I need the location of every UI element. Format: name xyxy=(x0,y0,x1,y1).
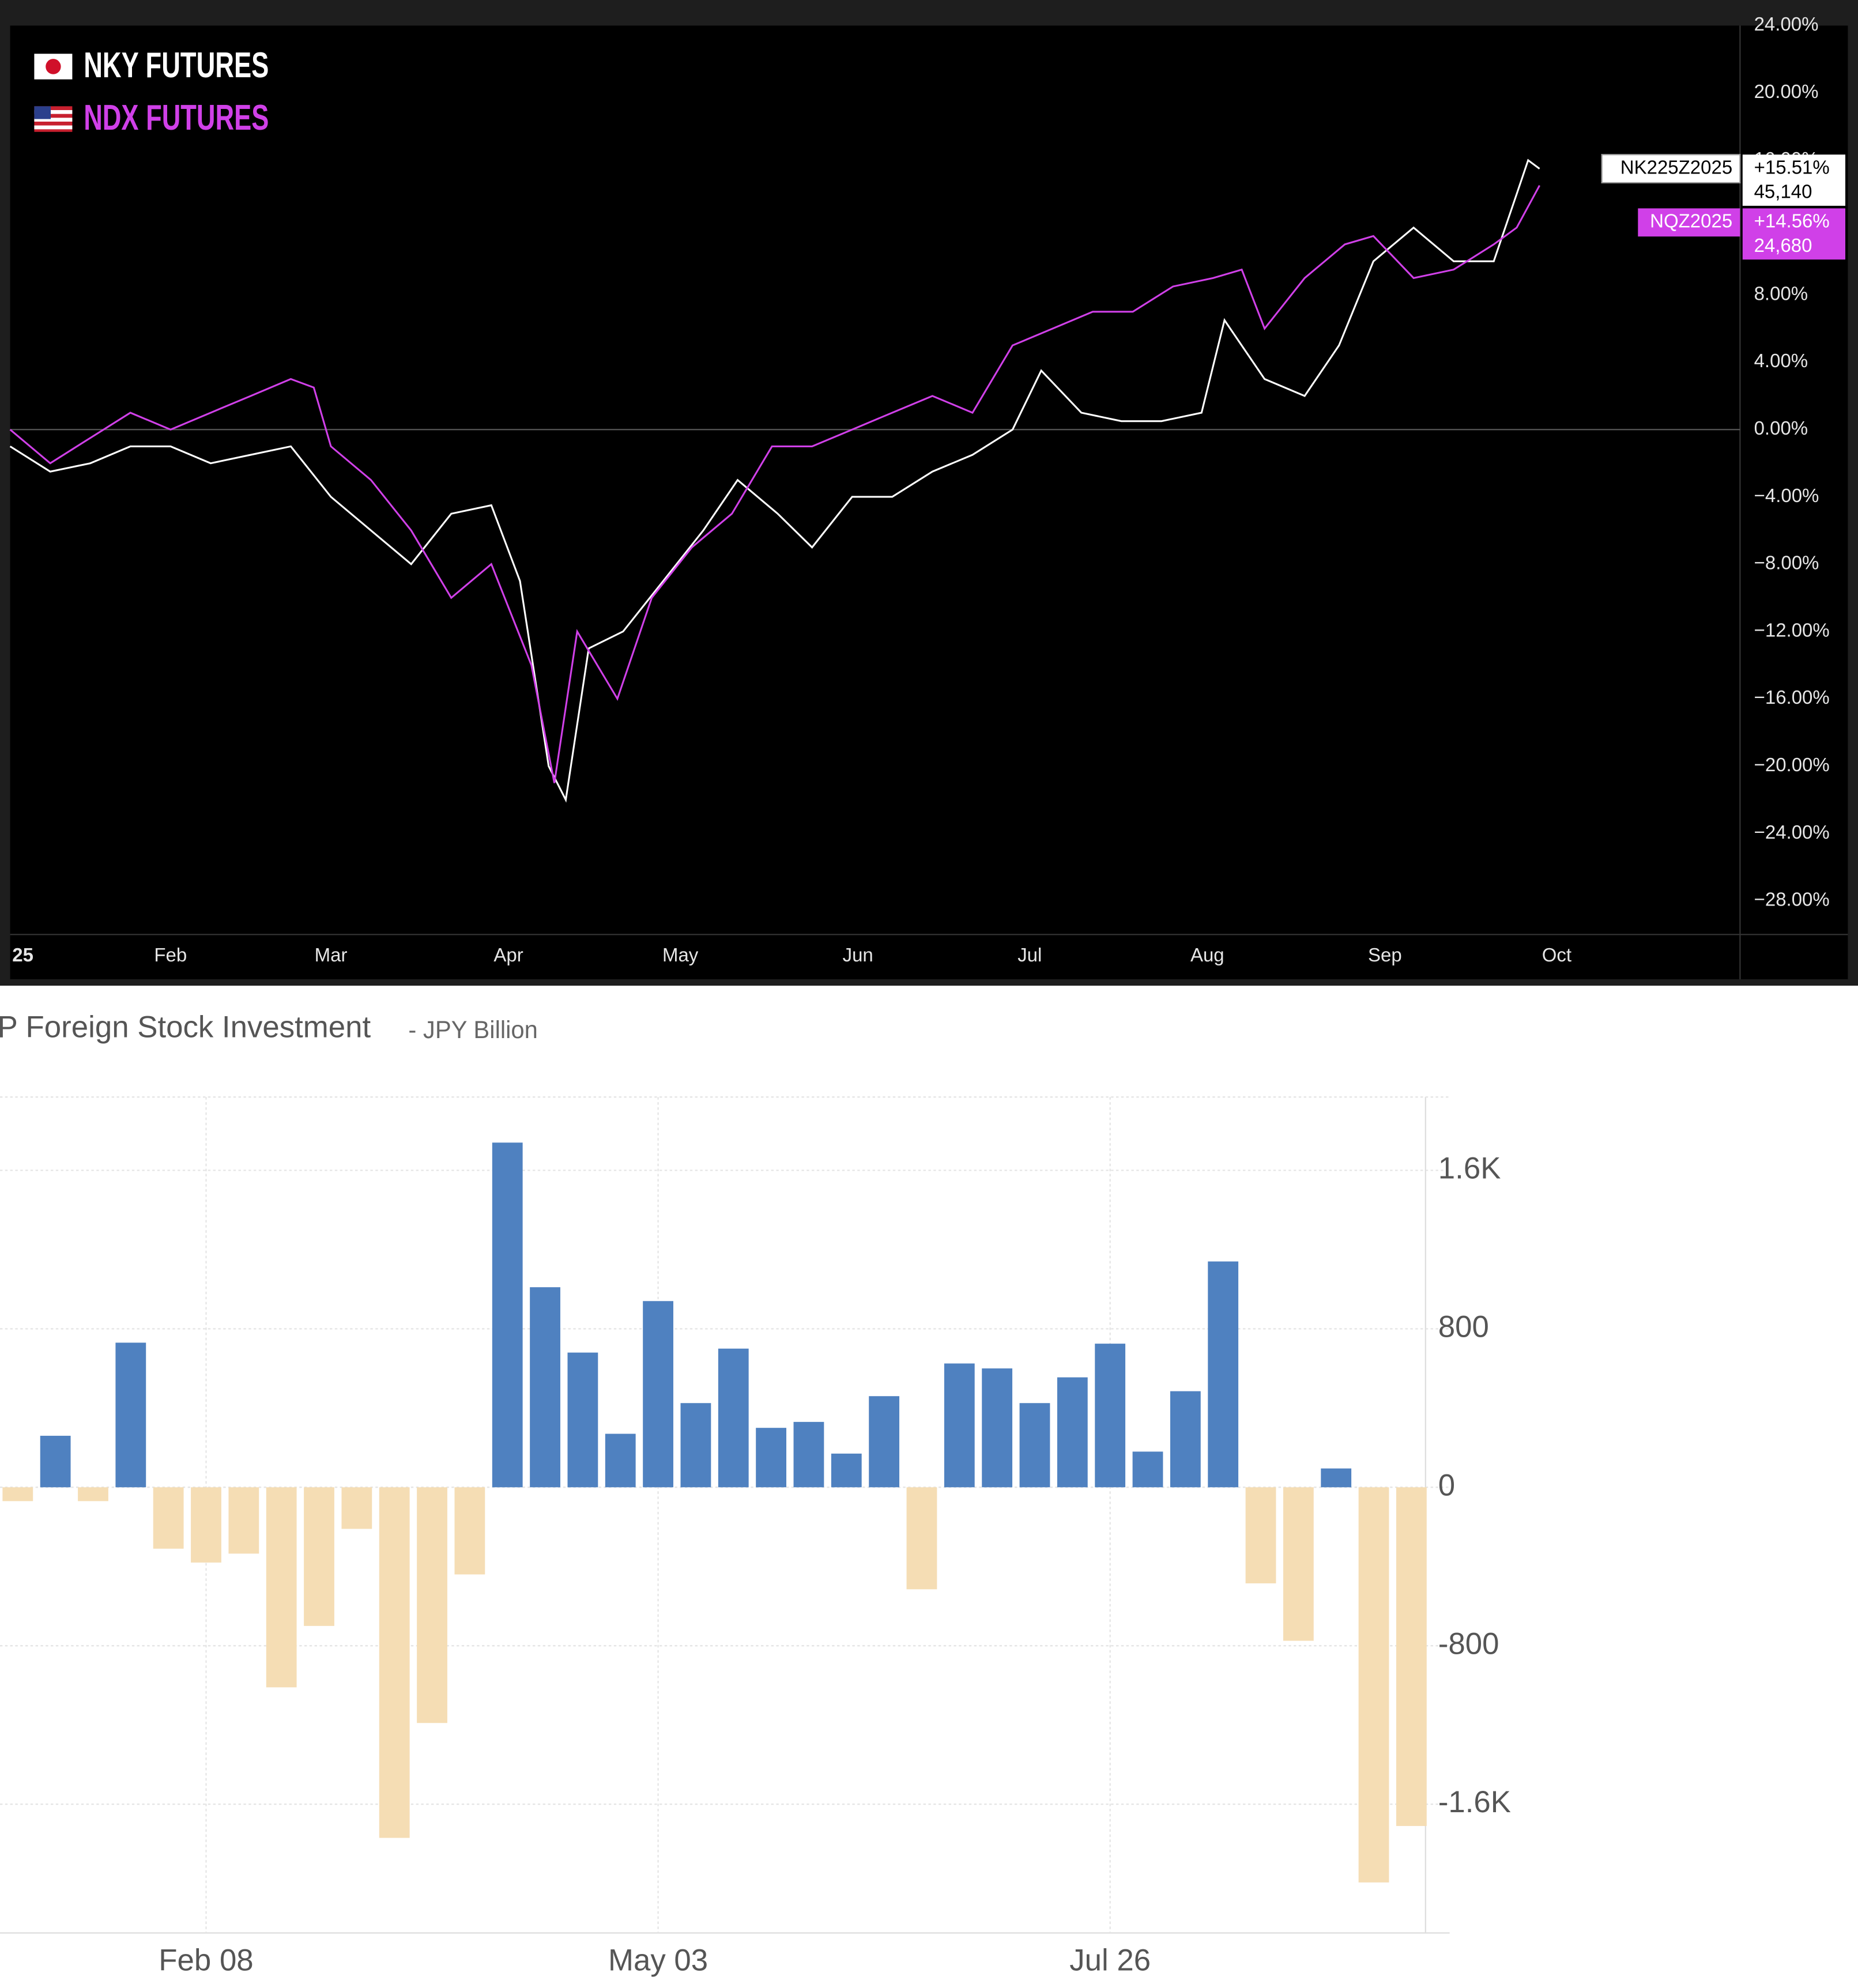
y-tick-label: −24.00% xyxy=(1754,822,1830,843)
price-badge xyxy=(1638,208,1740,237)
bar xyxy=(115,1342,146,1488)
x-tick-label: Apr xyxy=(493,945,523,966)
x-tick-label: Feb 08 xyxy=(159,1943,253,1977)
bar xyxy=(492,1142,523,1488)
y-tick-label: −16.00% xyxy=(1754,687,1830,708)
line-series xyxy=(9,159,1540,803)
y-tick-label: 24.00% xyxy=(1754,14,1819,35)
badge-price: 45,140 xyxy=(1754,181,1812,202)
bar xyxy=(793,1421,824,1488)
price-badge xyxy=(1742,208,1845,260)
chart-panel xyxy=(10,25,1848,979)
x-tick-label: May xyxy=(662,945,699,966)
bar xyxy=(454,1487,485,1575)
x-tick-label: Jul xyxy=(1017,945,1042,966)
y-tick-label: −28.00% xyxy=(1754,889,1830,910)
bar xyxy=(379,1487,410,1838)
x-tick-label: 25 xyxy=(12,945,33,966)
line-series xyxy=(9,185,1540,783)
price-badge xyxy=(1601,154,1741,184)
x-tick-label: Mar xyxy=(315,945,348,966)
legend-entry: NKY FUTURES xyxy=(84,46,269,85)
bar xyxy=(1170,1391,1201,1488)
bar xyxy=(1095,1344,1126,1488)
bar xyxy=(718,1348,749,1488)
chart-subtitle: - JPY Billion xyxy=(408,1016,538,1043)
flag-us xyxy=(34,106,73,132)
bar xyxy=(1132,1451,1163,1488)
bar xyxy=(40,1435,71,1488)
y-tick-label: −20.00% xyxy=(1754,755,1830,776)
flag-jp xyxy=(34,54,73,80)
x-tick-label: Jun xyxy=(843,945,873,966)
y-tick-label: 20.00% xyxy=(1754,81,1819,103)
bar xyxy=(756,1428,786,1488)
y-tick-label: -1.6K xyxy=(1438,1785,1511,1819)
bar xyxy=(906,1487,937,1590)
bar xyxy=(869,1396,900,1488)
bar xyxy=(191,1487,221,1563)
bar xyxy=(1057,1377,1088,1488)
bar xyxy=(417,1487,447,1723)
y-tick-label: −8.00% xyxy=(1754,552,1819,574)
x-tick-label: May 03 xyxy=(608,1943,708,1977)
bar xyxy=(1208,1261,1239,1488)
bar xyxy=(605,1434,636,1488)
bar xyxy=(530,1287,560,1488)
y-tick-label: −12.00% xyxy=(1754,620,1830,641)
bar xyxy=(1245,1487,1276,1583)
price-badge xyxy=(1742,154,1845,206)
y-tick-label: 4.00% xyxy=(1754,350,1808,372)
x-tick-label: Aug xyxy=(1190,945,1224,966)
badge-change: +15.51% xyxy=(1754,157,1830,178)
x-tick-label: Feb xyxy=(154,945,187,966)
y-tick-label: 1.6K xyxy=(1438,1151,1501,1185)
bar xyxy=(1396,1487,1427,1826)
badge-ticker: NK225Z2025 xyxy=(1620,157,1732,178)
badge-ticker: NQZ2025 xyxy=(1650,211,1732,232)
y-tick-label: −4.00% xyxy=(1754,485,1819,507)
bar xyxy=(643,1301,673,1488)
legend-entry: NDX FUTURES xyxy=(84,98,269,138)
x-tick-label: Oct xyxy=(1542,945,1571,966)
bar xyxy=(153,1487,184,1549)
bar xyxy=(341,1487,372,1529)
bar xyxy=(266,1487,297,1688)
bar xyxy=(78,1487,108,1502)
bar xyxy=(831,1453,862,1488)
bar xyxy=(680,1403,711,1488)
bar xyxy=(1019,1403,1050,1488)
bar xyxy=(567,1352,598,1488)
y-tick-label: 0 xyxy=(1438,1468,1455,1502)
y-tick-label: 8.00% xyxy=(1754,283,1808,304)
chart-title: P Foreign Stock Investment xyxy=(0,1010,371,1044)
bar xyxy=(304,1487,334,1626)
bar xyxy=(1321,1468,1352,1488)
bar xyxy=(982,1368,1013,1488)
bar xyxy=(1358,1487,1389,1883)
y-tick-label: 0.00% xyxy=(1754,418,1808,439)
x-tick-label: Jul 26 xyxy=(1069,1943,1151,1977)
bar xyxy=(1283,1487,1314,1641)
y-tick-label: -800 xyxy=(1438,1627,1499,1661)
badge-change: +14.56% xyxy=(1754,211,1830,232)
bar xyxy=(944,1363,975,1488)
bar xyxy=(228,1487,259,1554)
badge-price: 24,680 xyxy=(1754,235,1812,256)
bar xyxy=(2,1487,33,1502)
x-tick-label: Sep xyxy=(1368,945,1402,966)
y-tick-label: 800 xyxy=(1438,1310,1489,1344)
